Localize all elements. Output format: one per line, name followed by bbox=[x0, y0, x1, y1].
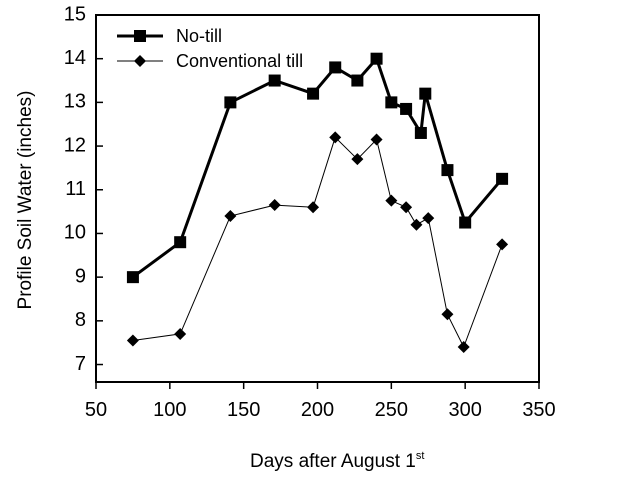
x-tick-label: 50 bbox=[85, 399, 107, 421]
data-point-no-till bbox=[174, 236, 187, 249]
data-point-conventional-till bbox=[370, 133, 383, 146]
data-point-conventional-till bbox=[126, 334, 139, 347]
x-tick-label: 250 bbox=[375, 399, 408, 421]
data-point-no-till bbox=[441, 164, 454, 177]
data-point-no-till bbox=[268, 74, 281, 87]
y-tick-label: 12 bbox=[64, 134, 86, 156]
data-point-conventional-till bbox=[457, 341, 470, 354]
x-tick-label: 150 bbox=[227, 399, 260, 421]
legend-marker-conventional-till bbox=[134, 55, 146, 67]
y-axis-label: Profile Soil Water (inches) bbox=[15, 91, 36, 310]
x-axis-label: Days after August 1st bbox=[250, 450, 424, 472]
data-point-conventional-till bbox=[385, 194, 398, 207]
data-point-conventional-till bbox=[307, 201, 320, 214]
series-no-till bbox=[126, 52, 509, 284]
y-tick-label: 7 bbox=[75, 353, 86, 375]
y-tick-label: 14 bbox=[64, 47, 86, 69]
data-point-no-till bbox=[496, 172, 509, 185]
legend: No-till Conventional till bbox=[117, 26, 303, 71]
y-tick-label: 9 bbox=[75, 265, 86, 287]
data-point-no-till bbox=[351, 74, 364, 87]
x-axis-label-superscript: st bbox=[416, 450, 425, 462]
data-point-no-till bbox=[419, 87, 432, 100]
legend-marker-no-till bbox=[134, 30, 146, 42]
data-point-conventional-till bbox=[410, 218, 423, 231]
data-point-conventional-till bbox=[329, 131, 342, 144]
x-axis-label-main: Days after August 1 bbox=[250, 451, 416, 472]
series-conventional-till bbox=[126, 131, 509, 354]
data-point-no-till bbox=[126, 271, 139, 284]
legend-label-conventional-till: Conventional till bbox=[176, 51, 303, 71]
data-point-conventional-till bbox=[400, 201, 413, 214]
x-tick-label: 200 bbox=[301, 399, 334, 421]
x-tick-label: 100 bbox=[153, 399, 186, 421]
y-tick-label: 13 bbox=[64, 91, 86, 113]
data-point-conventional-till bbox=[268, 199, 281, 212]
y-tick-label: 8 bbox=[75, 309, 86, 331]
y-tick-label: 10 bbox=[64, 222, 86, 244]
x-tick-label: 350 bbox=[522, 399, 555, 421]
data-point-conventional-till bbox=[174, 327, 187, 340]
axis-tick-labels: 7 8 9 10 11 12 13 14 15 50 100 150 200 250 300 350 bbox=[64, 3, 556, 421]
data-point-conventional-till bbox=[441, 308, 454, 321]
data-point-no-till bbox=[224, 96, 237, 109]
data-point-no-till bbox=[307, 87, 320, 100]
data-point-no-till bbox=[414, 126, 427, 139]
data-point-no-till bbox=[329, 61, 342, 74]
data-point-conventional-till bbox=[422, 212, 435, 225]
series-layer bbox=[126, 52, 509, 354]
data-point-no-till bbox=[400, 102, 413, 115]
y-tick-label: 11 bbox=[65, 178, 86, 200]
data-point-conventional-till bbox=[224, 209, 237, 222]
data-point-conventional-till bbox=[351, 153, 364, 166]
x-tick-label: 300 bbox=[448, 399, 481, 421]
data-point-no-till bbox=[370, 52, 383, 65]
data-point-no-till bbox=[459, 216, 472, 229]
data-point-conventional-till bbox=[496, 238, 509, 251]
plot-area-frame bbox=[95, 14, 540, 383]
legend-label-no-till: No-till bbox=[176, 26, 222, 46]
axis-ticks bbox=[95, 14, 540, 389]
data-point-no-till bbox=[385, 96, 398, 109]
y-tick-label: 15 bbox=[64, 3, 86, 25]
